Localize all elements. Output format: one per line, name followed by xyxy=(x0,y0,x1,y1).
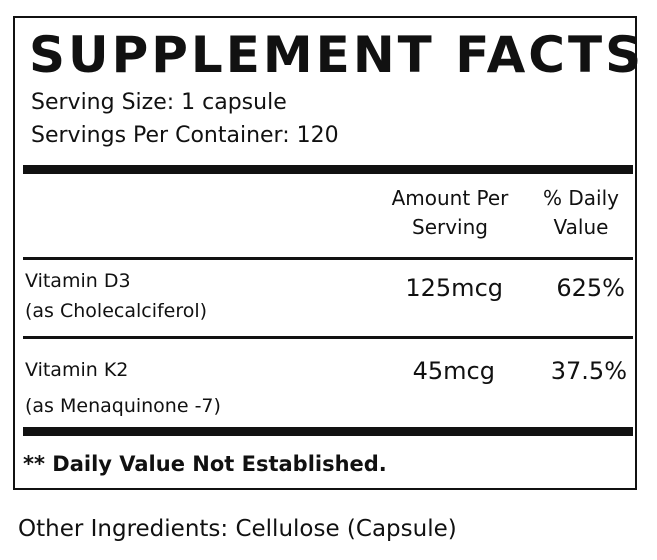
footnote: ** Daily Value Not Established. xyxy=(23,452,387,476)
nutrient-row-label: Vitamin D3 (as Cholecalciferol) xyxy=(25,266,207,326)
nutrient-amount: 45mcg xyxy=(412,357,495,385)
column-header-amount: Amount Per Serving xyxy=(375,184,525,242)
nutrient-source: (as Cholecalciferol) xyxy=(25,300,208,322)
thin-divider-header xyxy=(23,257,633,260)
nutrient-row-label: Vitamin K2 (as Menaquinone -7) xyxy=(25,355,221,421)
nutrient-daily-value: 37.5% xyxy=(550,357,627,385)
servings-per-container: Servings Per Container: 120 xyxy=(31,123,339,148)
supplement-facts-panel: SUPPLEMENT FACTS Serving Size: 1 capsule… xyxy=(13,16,641,490)
column-header-daily-value: % Daily Value xyxy=(527,184,635,242)
serving-size: Serving Size: 1 capsule xyxy=(31,90,287,115)
column-header-amount-line2: Serving xyxy=(412,215,488,239)
column-header-amount-line1: Amount Per xyxy=(391,186,509,210)
thin-divider-row xyxy=(23,336,633,339)
thick-divider-bottom xyxy=(23,427,633,436)
nutrient-source: (as Menaquinone -7) xyxy=(25,395,221,417)
thick-divider-top xyxy=(23,165,633,174)
column-header-dv-line1: % Daily xyxy=(543,186,619,210)
column-header-dv-line2: Value xyxy=(553,215,609,239)
nutrient-name: Vitamin D3 xyxy=(25,270,131,292)
other-ingredients: Other Ingredients: Cellulose (Capsule) xyxy=(18,516,457,542)
nutrient-name: Vitamin K2 xyxy=(25,359,129,381)
panel-title: SUPPLEMENT FACTS xyxy=(29,26,645,84)
nutrient-daily-value: 625% xyxy=(556,274,625,302)
nutrient-amount: 125mcg xyxy=(405,274,503,302)
